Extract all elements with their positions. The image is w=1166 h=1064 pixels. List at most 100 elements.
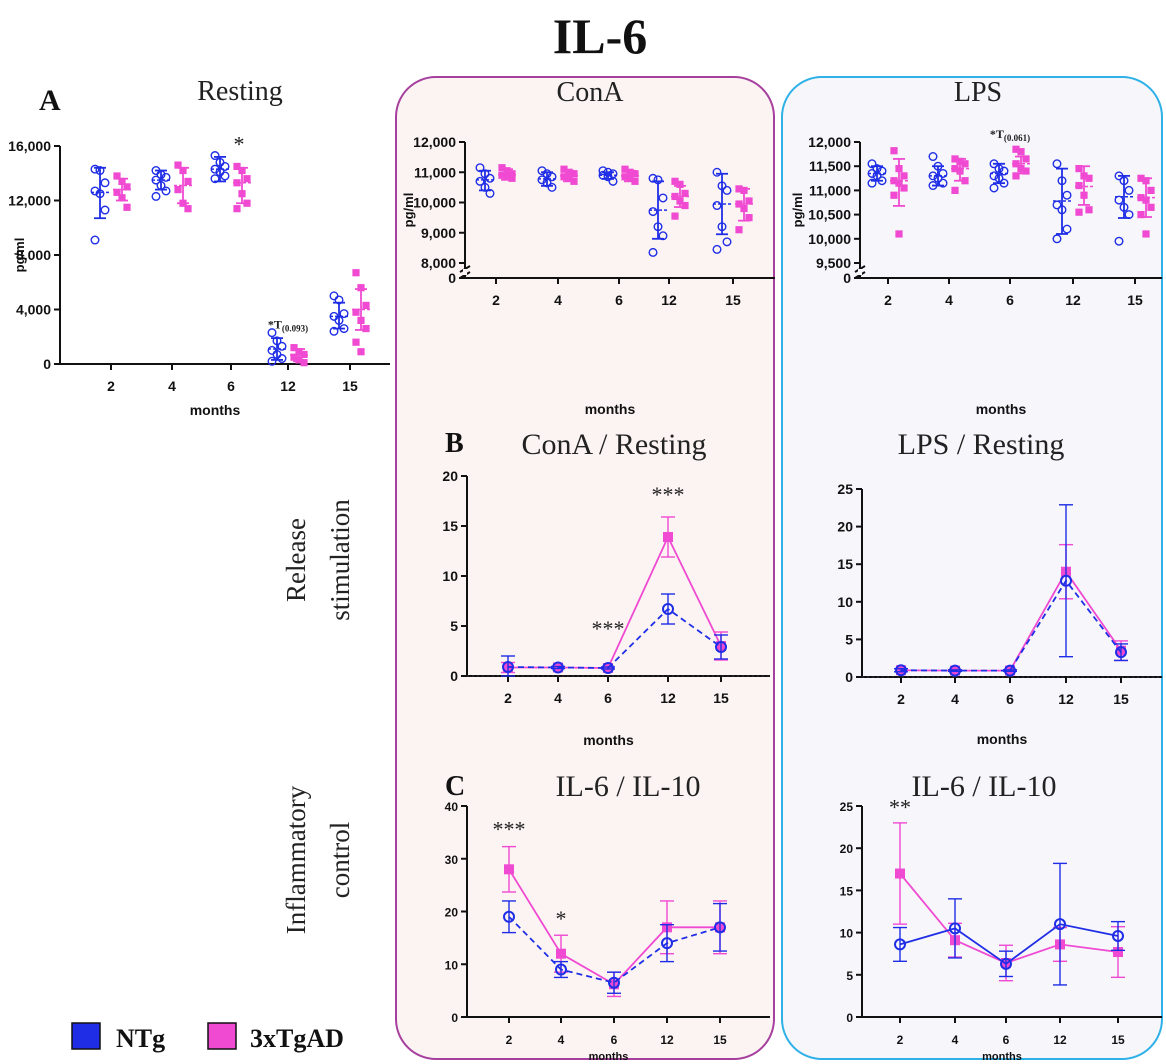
data-point-3xtgad: [300, 359, 308, 367]
y-tick-label: 5: [846, 969, 853, 983]
data-point-3xtgad: [357, 284, 365, 292]
data-point-ntg: [90, 164, 100, 174]
legend-3xtgad-label: 3xTgAD: [250, 1024, 344, 1053]
data-point-ntg: [653, 175, 663, 185]
y-tick-label: 16,000: [8, 138, 51, 154]
data-point-ntg: [542, 178, 552, 188]
data-point-3xtgad: [508, 174, 516, 182]
data-point-ntg: [151, 191, 161, 201]
data-point-3xtgad: [233, 179, 241, 187]
data-point-ntg: [989, 159, 999, 169]
data-point-ntg: [867, 159, 877, 169]
data-point-ntg: [272, 336, 282, 346]
x-tick-label: 6: [615, 292, 623, 308]
data-point-ntg: [503, 910, 515, 923]
data-point-3xtgad: [735, 200, 743, 208]
data-point-3xtgad: [498, 164, 506, 172]
data-point-3xtgad: [671, 177, 679, 185]
row-label-release: Release stimulation: [281, 499, 355, 621]
data-point-ntg: [1052, 159, 1062, 169]
y-tick-label: 0: [451, 1011, 458, 1025]
data-point-ntg: [100, 178, 110, 188]
data-point-ntg: [928, 152, 938, 162]
chart-title: IL-6 / IL-10: [556, 770, 701, 803]
y-tick-label: 0: [450, 668, 458, 684]
data-point-ntg: [867, 168, 877, 178]
x-tick-label: 6: [1006, 292, 1014, 308]
data-point-ntg: [658, 193, 668, 203]
x-tick-label: 6: [604, 690, 612, 706]
x-tick-label: 15: [713, 690, 729, 706]
data-point-3xtgad: [745, 214, 753, 222]
data-point-ntg: [1114, 195, 1124, 205]
data-point-ntg: [928, 181, 938, 191]
data-point-ntg: [933, 173, 943, 183]
data-point-3xtgad: [1075, 165, 1083, 173]
row-label-inflammatory-line2: control: [325, 822, 355, 898]
x-tick-label: 12: [280, 378, 296, 394]
data-point-3xtgad: [238, 190, 246, 198]
x-tick-label: 15: [713, 1033, 727, 1047]
data-point-ntg: [938, 168, 948, 178]
legend-ntg-label: NTg: [116, 1024, 165, 1053]
data-point-ntg: [715, 641, 727, 653]
data-point-ntg: [1052, 234, 1062, 244]
y-tick-label: 11,000: [809, 182, 851, 198]
data-point-3xtgad: [681, 201, 689, 210]
data-point-ntg: [547, 172, 557, 182]
data-point-ntg: [329, 291, 339, 301]
data-point-3xtgad: [179, 166, 187, 175]
data-point-ntg: [100, 205, 110, 215]
data-point-3xtgad: [184, 205, 192, 213]
data-point-3xtgad: [295, 348, 303, 356]
data-point-ntg: [1057, 176, 1067, 186]
data-point-ntg: [485, 188, 495, 198]
x-tick-label: 12: [1065, 292, 1081, 308]
data-point-3xtgad: [671, 192, 679, 201]
data-point-3xtgad: [1137, 194, 1145, 202]
y-tick-label: 25: [837, 481, 853, 497]
axis-break-gap: [463, 269, 467, 275]
x-tick-label: 2: [492, 292, 500, 308]
x-tick-label: 2: [506, 1033, 513, 1047]
data-point-3xtgad: [503, 173, 511, 181]
data-point-ntg: [648, 207, 658, 217]
data-point-3xtgad: [565, 168, 573, 176]
data-point-3xtgad: [740, 186, 748, 194]
data-point-ntg: [717, 181, 727, 191]
data-point-ntg: [1062, 190, 1072, 200]
section-letter-b: B: [445, 428, 464, 459]
data-point-ntg: [1000, 957, 1012, 970]
data-point-ntg: [329, 326, 339, 336]
x-axis-label: months: [583, 732, 634, 748]
data-point-3xtgad: [961, 160, 969, 168]
data-point-3xtgad: [900, 184, 908, 192]
legend-3xtgad-swatch: [207, 1022, 237, 1050]
significance-label: **: [889, 795, 911, 820]
y-tick-label: 20: [445, 906, 459, 920]
data-point-3xtgad: [735, 226, 743, 234]
x-axis-label: months: [585, 401, 636, 417]
data-point-3xtgad: [357, 316, 365, 324]
x-tick-label: 4: [951, 691, 959, 707]
y-tick-label: 15: [442, 518, 458, 534]
data-point-ntg: [872, 171, 882, 181]
data-point-ntg: [1054, 918, 1066, 931]
data-point-3xtgad: [498, 171, 506, 179]
data-point-3xtgad: [631, 177, 639, 185]
data-point-3xtgad: [123, 183, 131, 191]
x-tick-label: 15: [1113, 691, 1129, 707]
data-point-3xtgad: [290, 353, 298, 361]
data-point-3xtgad: [113, 188, 121, 196]
y-tick-label: 9,000: [421, 225, 456, 241]
data-point-ntg: [949, 664, 961, 677]
data-point-ntg: [1124, 185, 1134, 195]
data-point-ntg: [999, 178, 1009, 188]
y-tick-label: 10,000: [413, 195, 456, 211]
data-point-ntg: [989, 183, 999, 193]
data-point-3xtgad: [621, 173, 629, 181]
x-tick-label: 2: [897, 1033, 904, 1047]
data-point-3xtgad: [1012, 145, 1020, 153]
x-tick-label: 4: [554, 292, 562, 308]
